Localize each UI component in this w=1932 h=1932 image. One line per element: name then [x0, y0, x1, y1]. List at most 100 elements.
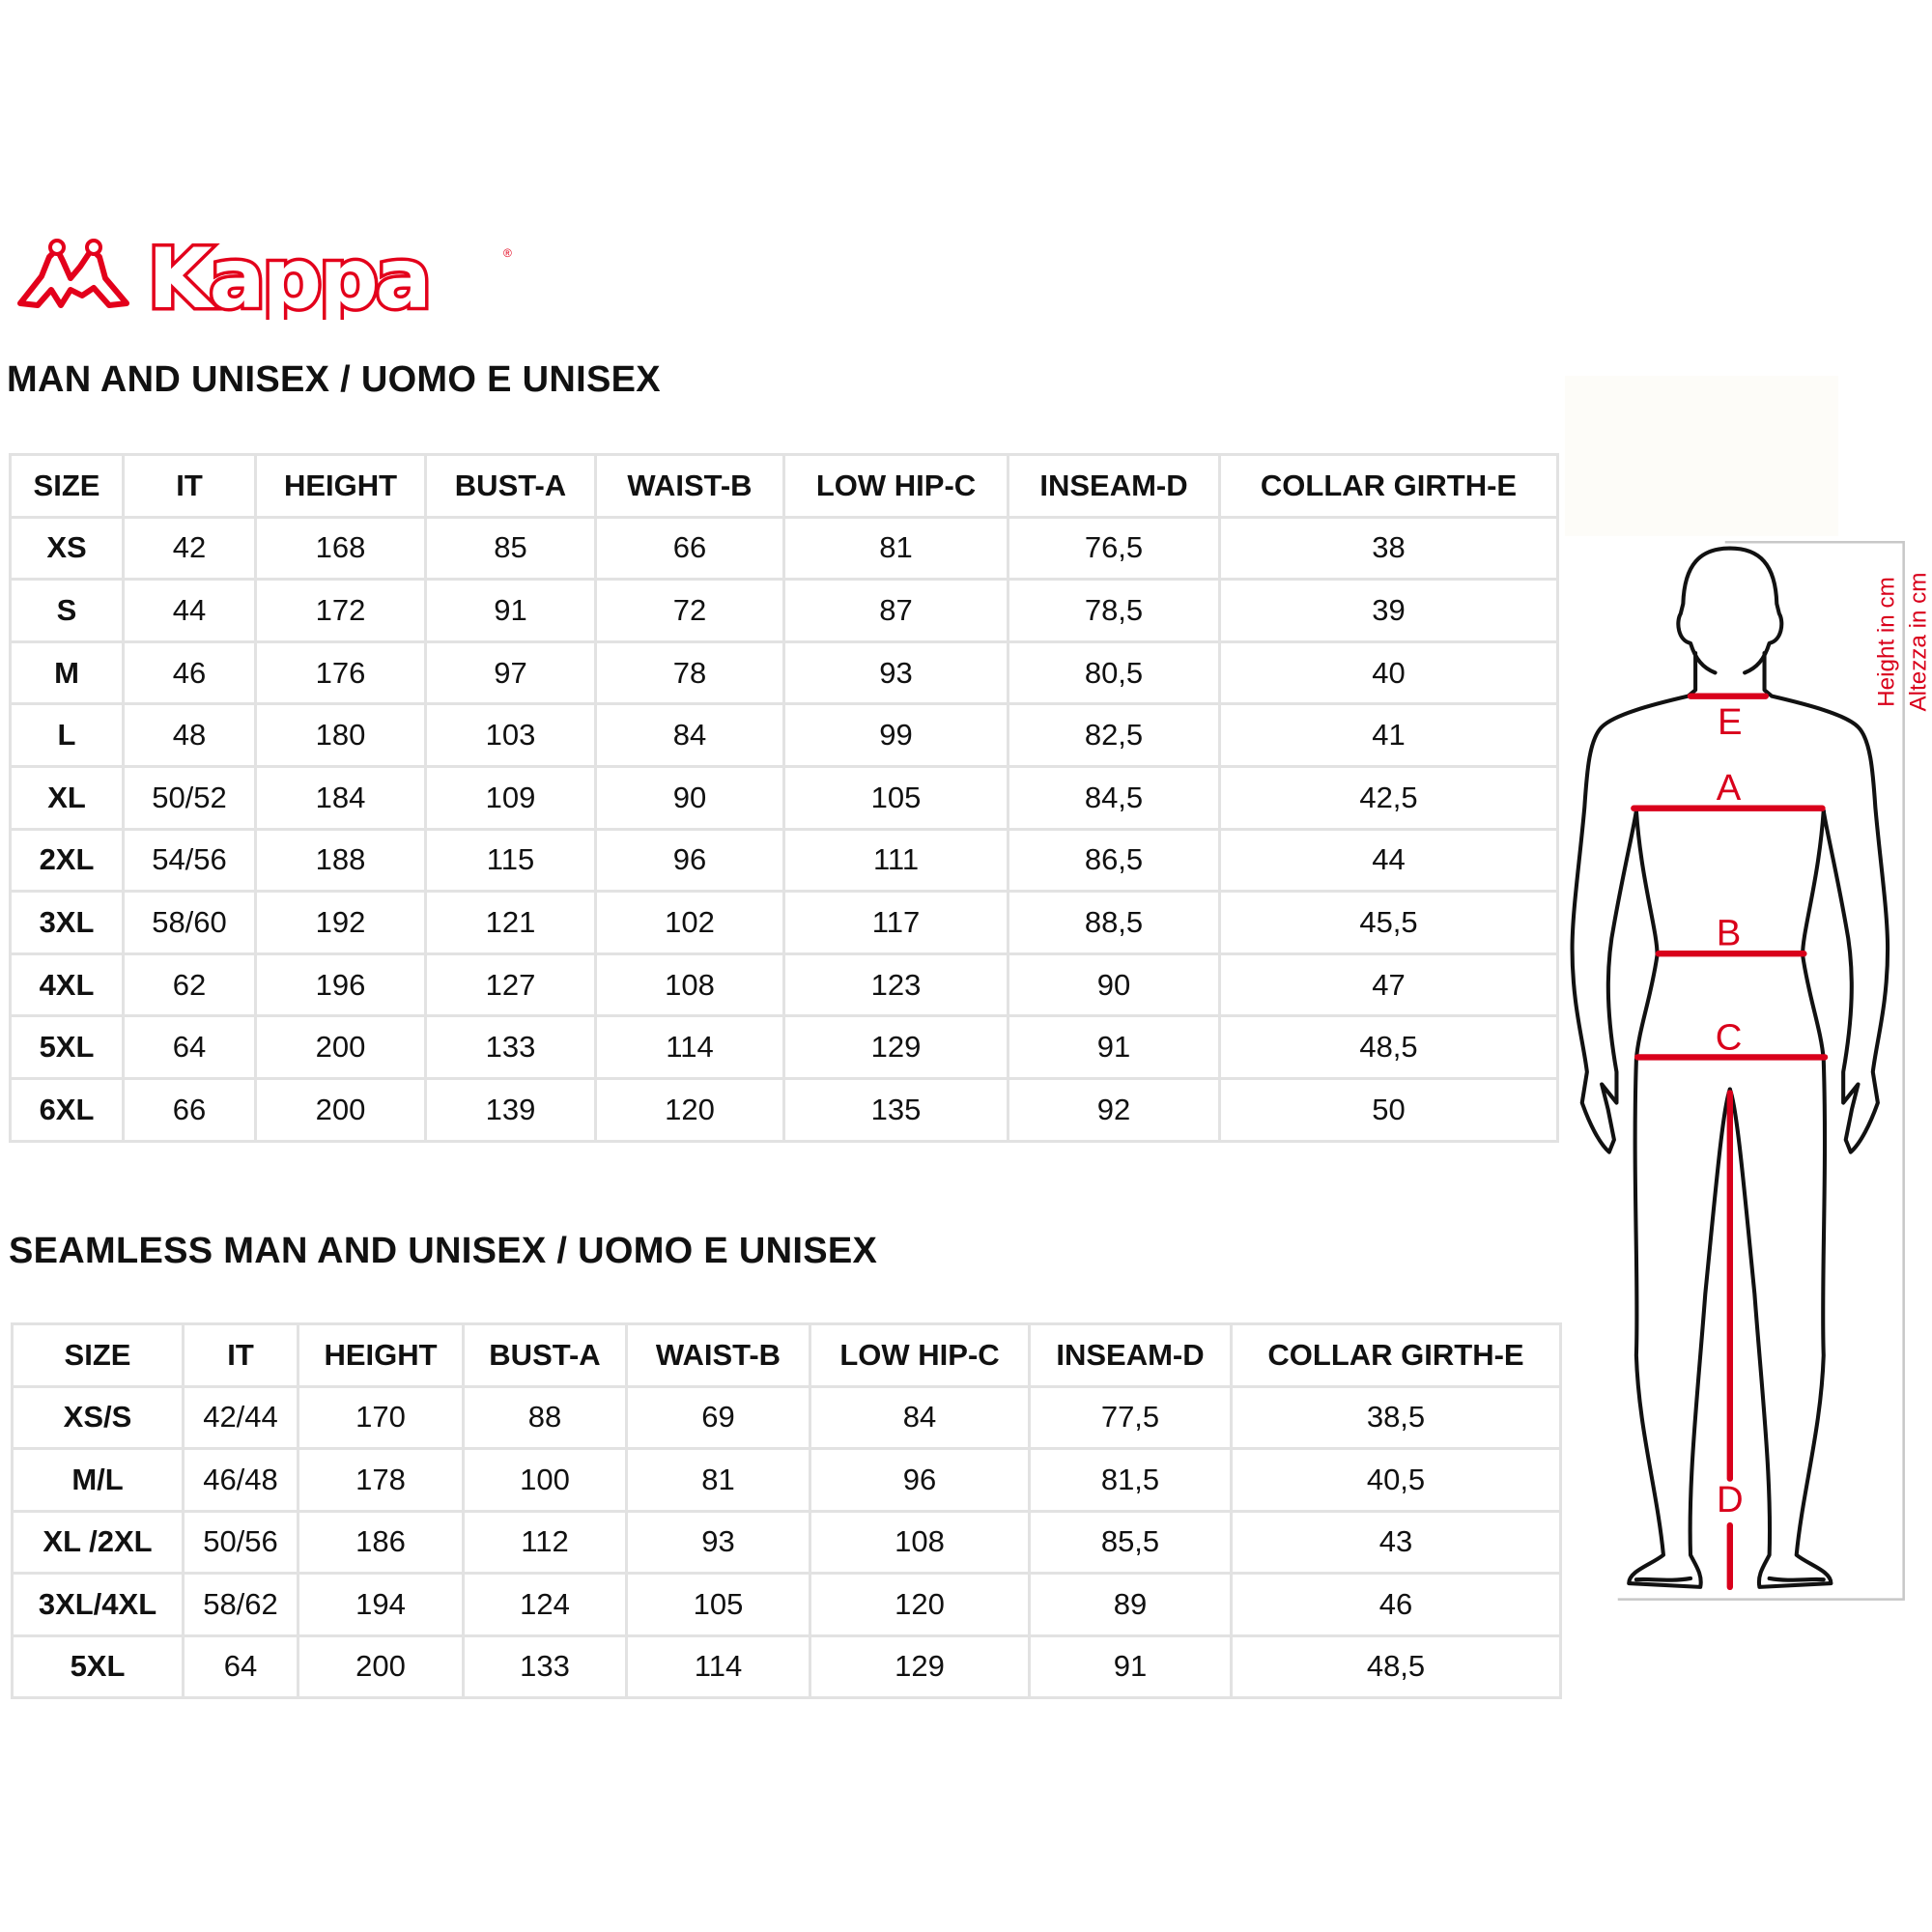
size-table-seamless: SIZE IT HEIGHT BUST-A WAIST-B LOW HIP-C INSEAM…: [11, 1322, 1562, 1699]
value-cell: 38,5: [1230, 1384, 1562, 1450]
height-label-it: Altezza in cm: [1906, 573, 1932, 712]
table-row: S 44 172 91 72 87 78,5 39: [9, 578, 1559, 643]
header-row: SIZE IT HEIGHT BUST-A WAIST-B LOW HIP-C INSEAM…: [9, 453, 1559, 519]
value-cell: 117: [782, 890, 1009, 955]
size-table-man-unisex: SIZE IT HEIGHT BUST-A WAIST-B LOW HIP-C INSEAM…: [9, 453, 1559, 1143]
value-cell: 120: [809, 1572, 1031, 1637]
value-cell: 90: [1007, 952, 1221, 1018]
value-cell: 78,5: [1007, 578, 1221, 643]
value-cell: 96: [594, 827, 785, 894]
value-cell: 42: [122, 515, 257, 582]
section-title-man-unisex: MAN AND UNISEX / UOMO E UNISEX: [7, 359, 661, 400]
value-cell: 48,5: [1218, 1014, 1559, 1080]
size-cell: 3XL/4XL: [11, 1572, 185, 1637]
table-row: 4XL 62 196 127 108 123 90 47: [9, 952, 1559, 1018]
size-cell: S: [9, 578, 125, 643]
value-cell: 93: [782, 639, 1009, 706]
value-cell: 102: [594, 890, 785, 955]
table-row: XS/S 42/44 170 88 69 84 77,5 38,5: [11, 1384, 1562, 1450]
value-cell: 124: [462, 1572, 628, 1637]
value-cell: 114: [594, 1014, 785, 1080]
value-cell: 46: [1230, 1572, 1562, 1637]
value-cell: 115: [424, 827, 597, 894]
value-cell: 196: [254, 952, 427, 1018]
table-row: 5XL 64 200 133 114 129 91 48,5: [9, 1014, 1559, 1080]
label-d: D: [1717, 1479, 1744, 1520]
size-cell: XS/S: [11, 1384, 185, 1450]
registered-mark: ®: [503, 246, 512, 260]
value-cell: 109: [424, 764, 597, 831]
column-header: LOW HIP-C: [809, 1322, 1031, 1388]
size-cell: M: [9, 639, 125, 706]
size-cell: XL /2XL: [11, 1509, 185, 1575]
value-cell: 91: [1007, 1014, 1221, 1080]
value-cell: 184: [254, 764, 427, 831]
value-cell: 91: [1028, 1634, 1233, 1699]
column-header: HEIGHT: [254, 453, 427, 519]
value-cell: 108: [809, 1509, 1031, 1575]
body-outline: [1570, 546, 1889, 1587]
column-header: HEIGHT: [297, 1322, 465, 1388]
value-cell: 64: [122, 1014, 257, 1080]
value-cell: 90: [594, 764, 785, 831]
value-cell: 99: [782, 702, 1009, 768]
value-cell: 111: [782, 827, 1009, 894]
value-cell: 46: [122, 639, 257, 706]
table-row: M/L 46/48 178 100 81 96 81,5 40,5: [11, 1447, 1562, 1513]
table-row: 2XL 54/56 188 115 96 111 86,5 44: [9, 827, 1559, 894]
value-cell: 178: [297, 1447, 465, 1513]
size-cell: 6XL: [9, 1076, 125, 1143]
table-row: XS 42 168 85 66 81 76,5 38: [9, 515, 1559, 582]
size-cell: M/L: [11, 1447, 185, 1513]
column-header: LOW HIP-C: [782, 453, 1009, 519]
value-cell: 84: [809, 1384, 1031, 1450]
column-header: SIZE: [9, 453, 125, 519]
value-cell: 103: [424, 702, 597, 768]
column-header: SIZE: [11, 1322, 185, 1388]
value-cell: 46/48: [182, 1447, 299, 1513]
value-cell: 81: [782, 515, 1009, 582]
value-cell: 135: [782, 1076, 1009, 1143]
table-row: M 46 176 97 78 93 80,5 40: [9, 639, 1559, 706]
value-cell: 58/62: [182, 1572, 299, 1637]
value-cell: 72: [594, 578, 785, 643]
label-c: C: [1716, 1017, 1743, 1059]
column-header: COLLAR GIRTH-E: [1218, 453, 1559, 519]
value-cell: 86,5: [1007, 827, 1221, 894]
size-cell: XL: [9, 764, 125, 831]
value-cell: 84,5: [1007, 764, 1221, 831]
value-cell: 129: [809, 1634, 1031, 1699]
value-cell: 88,5: [1007, 890, 1221, 955]
column-header: IT: [182, 1322, 299, 1388]
value-cell: 133: [462, 1634, 628, 1699]
value-cell: 105: [782, 764, 1009, 831]
value-cell: 85,5: [1028, 1509, 1233, 1575]
value-cell: 200: [254, 1014, 427, 1080]
size-cell: 2XL: [9, 827, 125, 894]
value-cell: 96: [809, 1447, 1031, 1513]
value-cell: 39: [1218, 578, 1559, 643]
size-cell: 5XL: [11, 1634, 185, 1699]
value-cell: 48: [122, 702, 257, 768]
size-cell: XS: [9, 515, 125, 582]
value-cell: 69: [625, 1384, 811, 1450]
size-cell: 4XL: [9, 952, 125, 1018]
value-cell: 168: [254, 515, 427, 582]
size-cell: L: [9, 702, 125, 768]
value-cell: 40: [1218, 639, 1559, 706]
label-b: B: [1717, 912, 1742, 953]
value-cell: 41: [1218, 702, 1559, 768]
height-frame: [1617, 540, 1905, 1601]
value-cell: 89: [1028, 1572, 1233, 1637]
value-cell: 192: [254, 890, 427, 955]
value-cell: 123: [782, 952, 1009, 1018]
value-cell: 114: [625, 1634, 811, 1699]
value-cell: 48,5: [1230, 1634, 1562, 1699]
table-row: XL 50/52 184 109 90 105 84,5 42,5: [9, 764, 1559, 831]
value-cell: 81,5: [1028, 1447, 1233, 1513]
value-cell: 45,5: [1218, 890, 1559, 955]
value-cell: 50: [1218, 1076, 1559, 1143]
value-cell: 44: [1218, 827, 1559, 894]
header-row: SIZE IT HEIGHT BUST-A WAIST-B LOW HIP-C INSEAM…: [11, 1322, 1562, 1388]
value-cell: 139: [424, 1076, 597, 1143]
